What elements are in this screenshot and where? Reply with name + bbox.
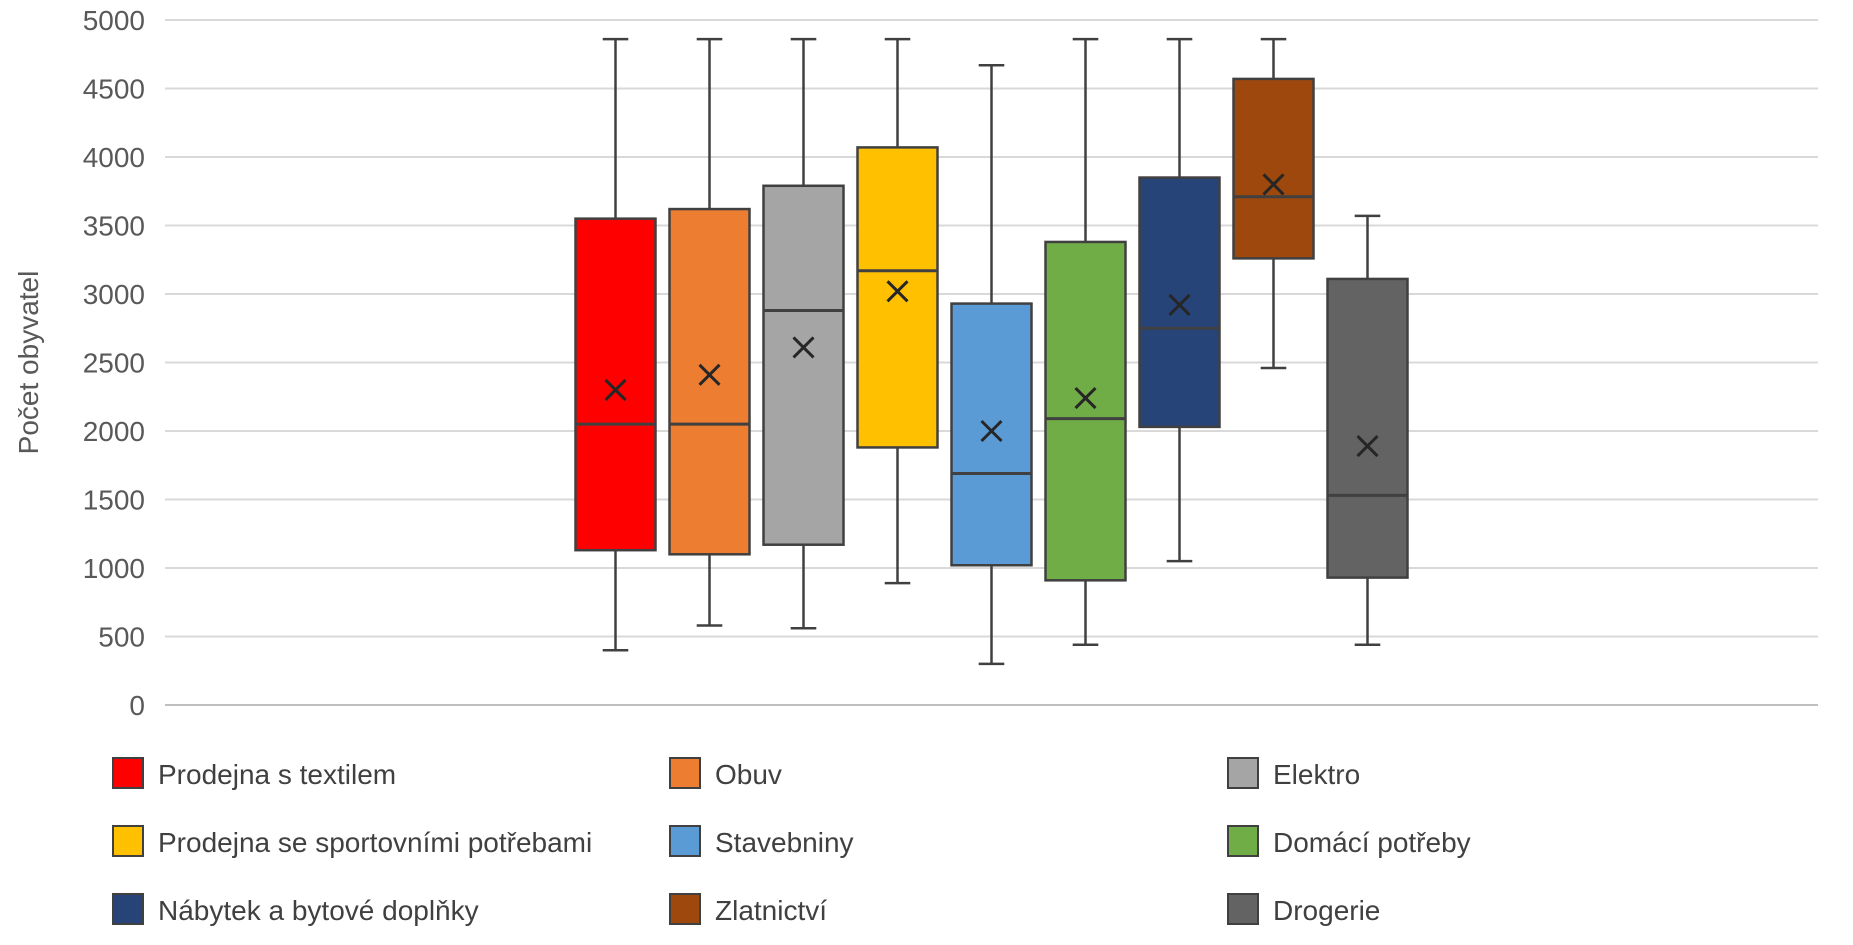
legend-item: Domácí potřeby <box>1227 825 1471 858</box>
legend-item: Nábytek a bytové doplňky <box>112 893 479 926</box>
box-3 <box>762 37 845 630</box>
legend: Prodejna s textilem Obuv Elektro Prodejna s… <box>112 757 1471 926</box>
legend-label: Nábytek a bytové doplňky <box>158 895 479 926</box>
legend-item: Zlatnictví <box>669 893 827 926</box>
legend-item: Obuv <box>669 757 782 790</box>
box-iqr <box>1232 77 1315 260</box>
box-7 <box>1138 37 1221 563</box>
legend-label: Prodejna se sportovními potřebami <box>158 827 592 858</box>
legend-item: Stavebniny <box>669 825 854 858</box>
legend-swatch <box>1227 893 1259 925</box>
mean-marker <box>1262 173 1285 196</box>
legend-swatch <box>669 893 701 925</box>
y-tick-label: 0 <box>129 690 145 721</box>
legend-swatch <box>112 893 144 925</box>
legend-item: Prodejna se sportovními potřebami <box>112 825 592 858</box>
legend-swatch <box>669 825 701 857</box>
box-4 <box>856 37 939 585</box>
box-5 <box>950 63 1033 666</box>
legend-label: Stavebniny <box>715 827 854 858</box>
box-iqr <box>1326 277 1409 579</box>
box-iqr <box>1044 240 1127 582</box>
mean-marker <box>698 363 721 386</box>
legend-swatch <box>1227 825 1259 857</box>
box-iqr <box>574 217 657 552</box>
box-iqr <box>950 302 1033 567</box>
legend-label: Obuv <box>715 759 782 790</box>
box-layer <box>574 37 1409 666</box>
y-tick-label: 4500 <box>83 74 145 105</box>
y-tick-label: 1000 <box>83 553 145 584</box>
legend-item: Elektro <box>1227 757 1360 790</box>
y-tick-label: 3000 <box>83 279 145 310</box>
legend-swatch <box>669 757 701 789</box>
box-iqr <box>668 207 751 556</box>
legend-label: Elektro <box>1273 759 1360 790</box>
legend-swatch <box>1227 757 1259 789</box>
y-tick-label: 3500 <box>83 211 145 242</box>
legend-swatch <box>112 757 144 789</box>
legend-item: Drogerie <box>1227 893 1380 926</box>
y-tick-label: 5000 <box>83 5 145 36</box>
mean-marker <box>1168 293 1191 317</box>
legend-label: Prodejna s textilem <box>158 759 396 790</box>
y-tick-label: 2500 <box>83 348 145 379</box>
mean-marker <box>604 378 627 401</box>
box-9 <box>1326 214 1409 646</box>
mean-marker <box>792 336 815 359</box>
box-2 <box>668 37 751 627</box>
legend-label: Domácí potřeby <box>1273 827 1471 858</box>
axis-layer: 0 500 1000 1500 2000 2500 3000 3500 4000 4500 5000 <box>83 5 145 721</box>
legend-swatch <box>112 825 144 857</box>
box-iqr <box>1138 176 1221 429</box>
y-tick-label: 2000 <box>83 416 145 447</box>
mean-marker <box>1356 435 1379 458</box>
legend-label: Zlatnictví <box>715 895 827 926</box>
box-1 <box>574 37 657 652</box>
mean-marker <box>980 419 1003 443</box>
legend-item: Prodejna s textilem <box>112 757 396 790</box>
box-8 <box>1232 37 1315 370</box>
y-axis-label: Počet obyvatel <box>13 271 44 455</box>
mean-marker <box>1074 387 1097 410</box>
y-tick-label: 1500 <box>83 485 145 516</box>
legend-label: Drogerie <box>1273 895 1380 926</box>
y-tick-label: 500 <box>98 622 145 653</box>
box-iqr <box>762 184 845 546</box>
mean-marker <box>886 280 909 303</box>
box-iqr <box>856 146 939 449</box>
box-6 <box>1044 37 1127 646</box>
y-tick-label: 4000 <box>83 142 145 173</box>
